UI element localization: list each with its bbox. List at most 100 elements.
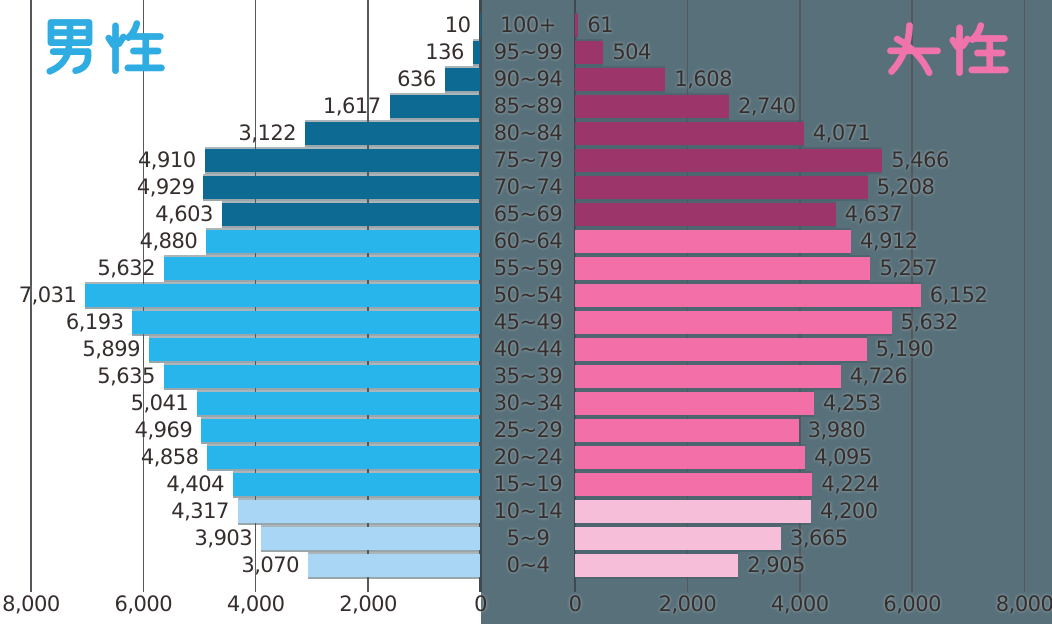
age-group-label: 90~94 xyxy=(493,67,563,91)
age-group-label: 75~79 xyxy=(493,148,563,172)
female-value-label: 504 xyxy=(612,40,651,64)
male-bar xyxy=(389,94,481,119)
female-bar xyxy=(575,256,871,281)
female-value-label: 6,152 xyxy=(929,283,988,307)
female-bar xyxy=(575,229,852,254)
female-value-label: 4,253 xyxy=(823,391,881,415)
male-value-label: 10 xyxy=(444,13,471,37)
age-group-label: 85~89 xyxy=(493,94,563,118)
female-value-label: 5,190 xyxy=(875,337,934,361)
male-value-label: 4,969 xyxy=(134,418,193,442)
age-group-label: 5~9 xyxy=(506,526,550,550)
male-value-label: 136 xyxy=(425,40,464,64)
male-bar xyxy=(307,553,481,578)
female-value-label: 4,095 xyxy=(814,445,872,469)
female-value-label: 5,632 xyxy=(900,310,959,334)
male-bar xyxy=(206,229,481,254)
female-bar xyxy=(575,391,815,416)
male-value-label: 4,910 xyxy=(137,148,196,172)
age-group-label: 50~54 xyxy=(493,283,563,307)
male-bar xyxy=(232,472,481,497)
male-value-label: 4,858 xyxy=(140,445,199,469)
age-group-label: 25~29 xyxy=(493,418,563,442)
male-value-label: 5,041 xyxy=(130,391,189,415)
female-bar xyxy=(575,283,921,308)
age-group-label: 45~49 xyxy=(493,310,563,334)
age-group-label: 0~4 xyxy=(506,553,550,577)
age-group-label: 55~59 xyxy=(493,256,563,280)
age-group-label: 30~34 xyxy=(493,391,563,415)
female-bar xyxy=(575,40,604,65)
female-value-label: 3,980 xyxy=(807,418,866,442)
axis-tick-label-male: 0 xyxy=(474,592,487,616)
female-gridline xyxy=(1023,0,1026,592)
female-value-label: 5,257 xyxy=(879,256,938,280)
female-bar xyxy=(575,364,841,389)
male-value-label: 636 xyxy=(397,67,436,91)
axis-tick-label-female: 2,000 xyxy=(658,592,717,616)
male-value-label: 4,929 xyxy=(136,175,195,199)
female-bar xyxy=(575,445,806,470)
female-bar xyxy=(575,310,892,335)
age-group-label: 80~84 xyxy=(493,121,563,145)
female-value-label: 4,224 xyxy=(821,472,879,496)
male-bar xyxy=(85,283,481,308)
female-value-label: 2,905 xyxy=(747,553,805,577)
male-gridline xyxy=(30,0,32,592)
female-value-label: 3,665 xyxy=(789,526,848,550)
male-bar xyxy=(237,499,481,524)
axis-tick-label-female: 8,000 xyxy=(995,592,1052,616)
female-bar xyxy=(575,526,781,551)
female-bar xyxy=(575,175,868,200)
male-value-label: 4,603 xyxy=(155,202,213,226)
female-value-label: 4,912 xyxy=(860,229,918,253)
male-bar xyxy=(261,526,481,551)
female-value-label: 4,071 xyxy=(812,121,871,145)
female-bar xyxy=(575,202,836,227)
age-group-label: 95~99 xyxy=(493,40,563,64)
male-value-label: 4,404 xyxy=(166,472,224,496)
male-bar xyxy=(305,121,481,146)
female-value-label: 1,608 xyxy=(674,67,732,91)
female-title xyxy=(887,22,1009,77)
female-value-label: 2,740 xyxy=(737,94,796,118)
age-group-label: 35~39 xyxy=(493,364,563,388)
female-bar xyxy=(575,472,813,497)
axis-tick-label-male: 8,000 xyxy=(2,592,60,616)
male-bar xyxy=(132,310,481,335)
age-group-label: 60~64 xyxy=(493,229,563,253)
female-bar xyxy=(575,67,666,92)
male-value-label: 5,632 xyxy=(97,256,155,280)
female-bar xyxy=(575,337,867,362)
female-bar xyxy=(575,418,799,443)
female-bar xyxy=(575,499,812,524)
age-group-label: 20~24 xyxy=(493,445,563,469)
axis-tick-label-female: 0 xyxy=(568,592,582,616)
female-value-label: 5,466 xyxy=(891,148,949,172)
male-bar xyxy=(203,175,481,200)
female-value-label: 4,726 xyxy=(849,364,908,388)
male-value-label: 3,070 xyxy=(241,553,299,577)
male-title xyxy=(46,19,165,75)
age-group-label: 40~44 xyxy=(493,337,563,361)
axis-tick-label-female: 6,000 xyxy=(883,592,941,616)
male-bar xyxy=(163,364,481,389)
axis-tick-label-male: 6,000 xyxy=(114,592,173,616)
age-group-label: 15~19 xyxy=(493,472,563,496)
female-bar xyxy=(575,13,579,38)
male-value-label: 3,903 xyxy=(194,526,253,550)
axis-tick-label-male: 4,000 xyxy=(226,592,285,616)
male-value-label: 6,193 xyxy=(65,310,124,334)
male-value-label: 1,617 xyxy=(323,94,381,118)
male-value-label: 3,122 xyxy=(238,121,297,145)
female-value-label: 61 xyxy=(587,13,614,37)
age-group-label: 10~14 xyxy=(493,499,563,523)
female-value-label: 5,208 xyxy=(876,175,935,199)
male-value-label: 4,880 xyxy=(139,229,198,253)
male-bar xyxy=(204,148,481,173)
female-bar xyxy=(575,121,804,146)
male-bar xyxy=(148,337,481,362)
male-value-label: 7,031 xyxy=(18,283,77,307)
age-group-label: 70~74 xyxy=(493,175,563,199)
